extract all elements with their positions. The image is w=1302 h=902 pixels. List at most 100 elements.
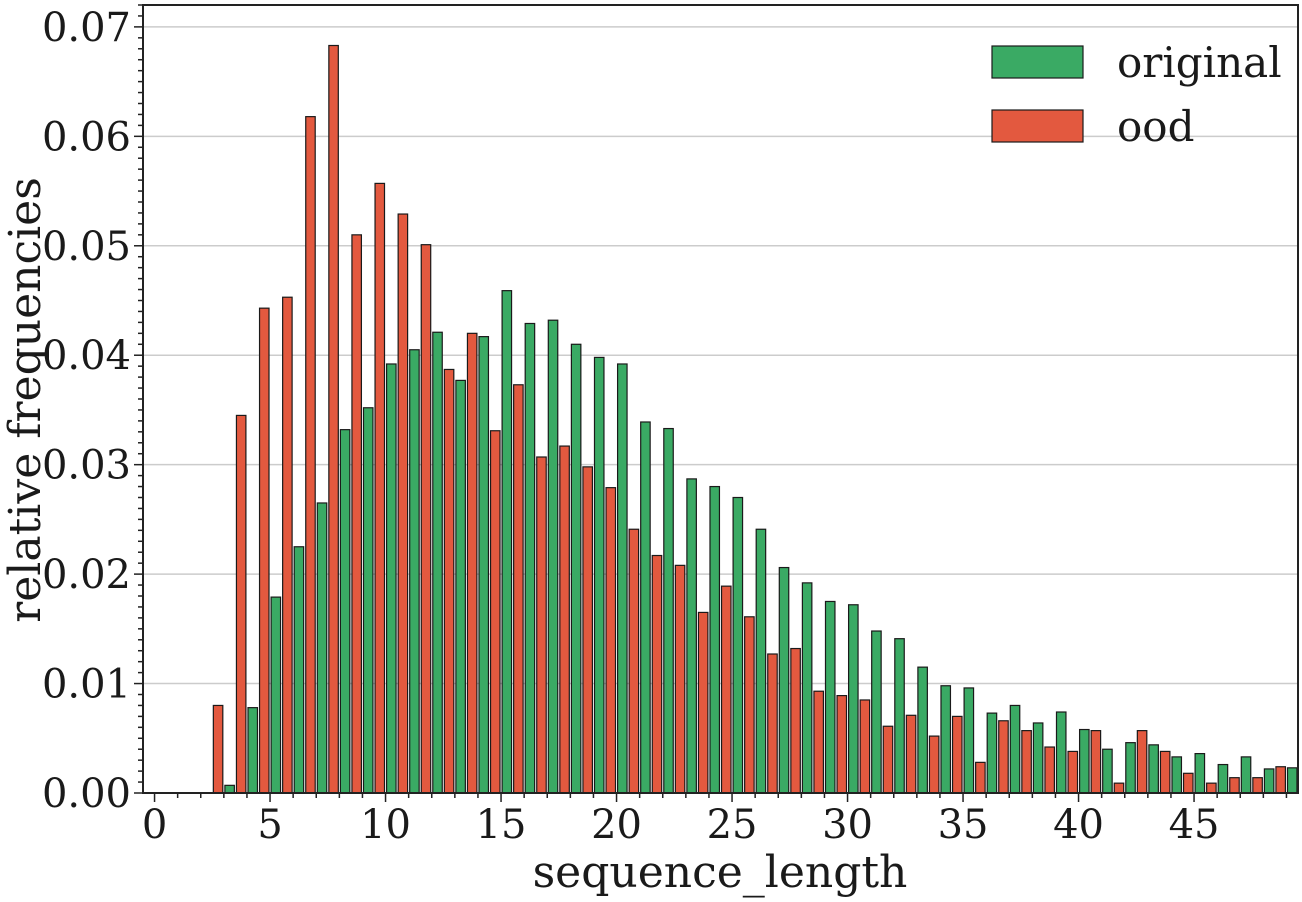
bar-original (778, 566, 790, 794)
bar-original (1217, 763, 1229, 794)
bar-original (224, 784, 235, 794)
bar-original (940, 685, 952, 794)
bar-ood (559, 445, 570, 794)
bar-ood (489, 430, 501, 794)
bar-original (316, 502, 328, 794)
bar-original (1032, 722, 1044, 794)
bar-ood (1275, 766, 1287, 794)
bar-original (1171, 756, 1183, 794)
y-axis-title: relative frequencies (0, 177, 51, 623)
bar-ood (1229, 777, 1240, 794)
bar-original (801, 582, 813, 794)
bar-original (1102, 748, 1113, 794)
bar-original (640, 421, 651, 794)
bar-original (616, 363, 628, 794)
bar-original (917, 666, 928, 794)
bar-ood (351, 234, 363, 794)
bar-ood (928, 735, 940, 794)
bar-original (409, 349, 420, 794)
bar-original (732, 496, 744, 794)
bar-ood (744, 616, 755, 794)
bar-original (1148, 744, 1159, 794)
bar-ood (674, 564, 686, 794)
y-tick-label: 0.03 (42, 443, 131, 489)
bar-original (686, 478, 697, 794)
bar-ood (466, 332, 478, 794)
y-tick-label: 0.02 (42, 552, 131, 598)
y-tick-label: 0.07 (42, 5, 131, 51)
bar-original (478, 336, 490, 794)
bar-ood (859, 699, 871, 794)
bar-original (339, 429, 351, 794)
bar-original (362, 407, 374, 794)
bar-original (755, 528, 767, 794)
bar-original (1055, 711, 1067, 794)
bar-ood (374, 182, 386, 794)
bar-ood (1044, 746, 1056, 794)
bar-ood (328, 44, 339, 794)
x-tick-label: 30 (822, 802, 873, 848)
axis-ticks (134, 4, 1288, 802)
bar-ood (628, 528, 640, 794)
bar-ood (582, 466, 594, 794)
bar-original (524, 322, 536, 794)
bar-ood (258, 307, 270, 794)
bar-original (663, 427, 674, 794)
bar-original (871, 630, 882, 794)
bar-ood (443, 368, 455, 794)
bar-original (455, 379, 466, 794)
bar-original (1078, 728, 1090, 794)
bar-original (963, 687, 975, 794)
bar-ood (1159, 750, 1171, 794)
legend-label-original: original (1117, 38, 1282, 87)
bar-ood (397, 213, 409, 794)
bar-ood (1252, 777, 1263, 794)
bar-ood (513, 384, 524, 794)
bar-original (1263, 768, 1275, 794)
x-tick-label: 35 (938, 802, 989, 848)
bar-ood (1136, 730, 1148, 794)
bar-original (547, 319, 559, 794)
x-tick-label: 5 (257, 802, 282, 848)
bar-original (1009, 704, 1021, 794)
bar-ood (605, 487, 617, 794)
bar-ood (282, 296, 293, 794)
bar-original (247, 707, 259, 794)
bar-ood (697, 611, 709, 794)
bar-original (824, 600, 836, 794)
bar-ood (882, 725, 894, 794)
bar-ood (767, 653, 778, 794)
bar-original (709, 485, 721, 794)
x-tick-label: 45 (1169, 802, 1220, 848)
bar-original (1240, 756, 1252, 794)
bar-ood (1067, 750, 1079, 794)
bar-original (501, 290, 513, 794)
x-tick-label: 10 (360, 802, 411, 848)
bars (212, 44, 1298, 794)
bar-original (432, 331, 443, 794)
x-tick-label: 25 (707, 802, 758, 848)
x-axis-title: sequence_length (533, 847, 908, 898)
bar-ood (212, 704, 224, 794)
y-tick-label: 0.00 (42, 771, 131, 817)
y-tick-label: 0.05 (42, 224, 131, 270)
bar-ood (720, 585, 732, 794)
x-tick-label: 0 (142, 802, 167, 848)
bar-ood (305, 116, 316, 794)
bar-original (593, 356, 605, 794)
bar-ood (536, 456, 547, 794)
bar-ood (905, 714, 917, 794)
y-tick-label: 0.01 (42, 662, 131, 708)
legend: original ood (991, 38, 1282, 151)
bar-ood (1090, 730, 1102, 794)
bar-ood (420, 244, 432, 794)
bar-original (894, 638, 905, 794)
y-tick-label: 0.04 (42, 333, 131, 379)
legend-label-ood: ood (1117, 102, 1194, 151)
bar-ood (651, 554, 663, 794)
bar-original (986, 712, 998, 794)
bar-ood (790, 647, 801, 794)
bar-ood (836, 694, 848, 794)
bar-original (570, 343, 582, 794)
